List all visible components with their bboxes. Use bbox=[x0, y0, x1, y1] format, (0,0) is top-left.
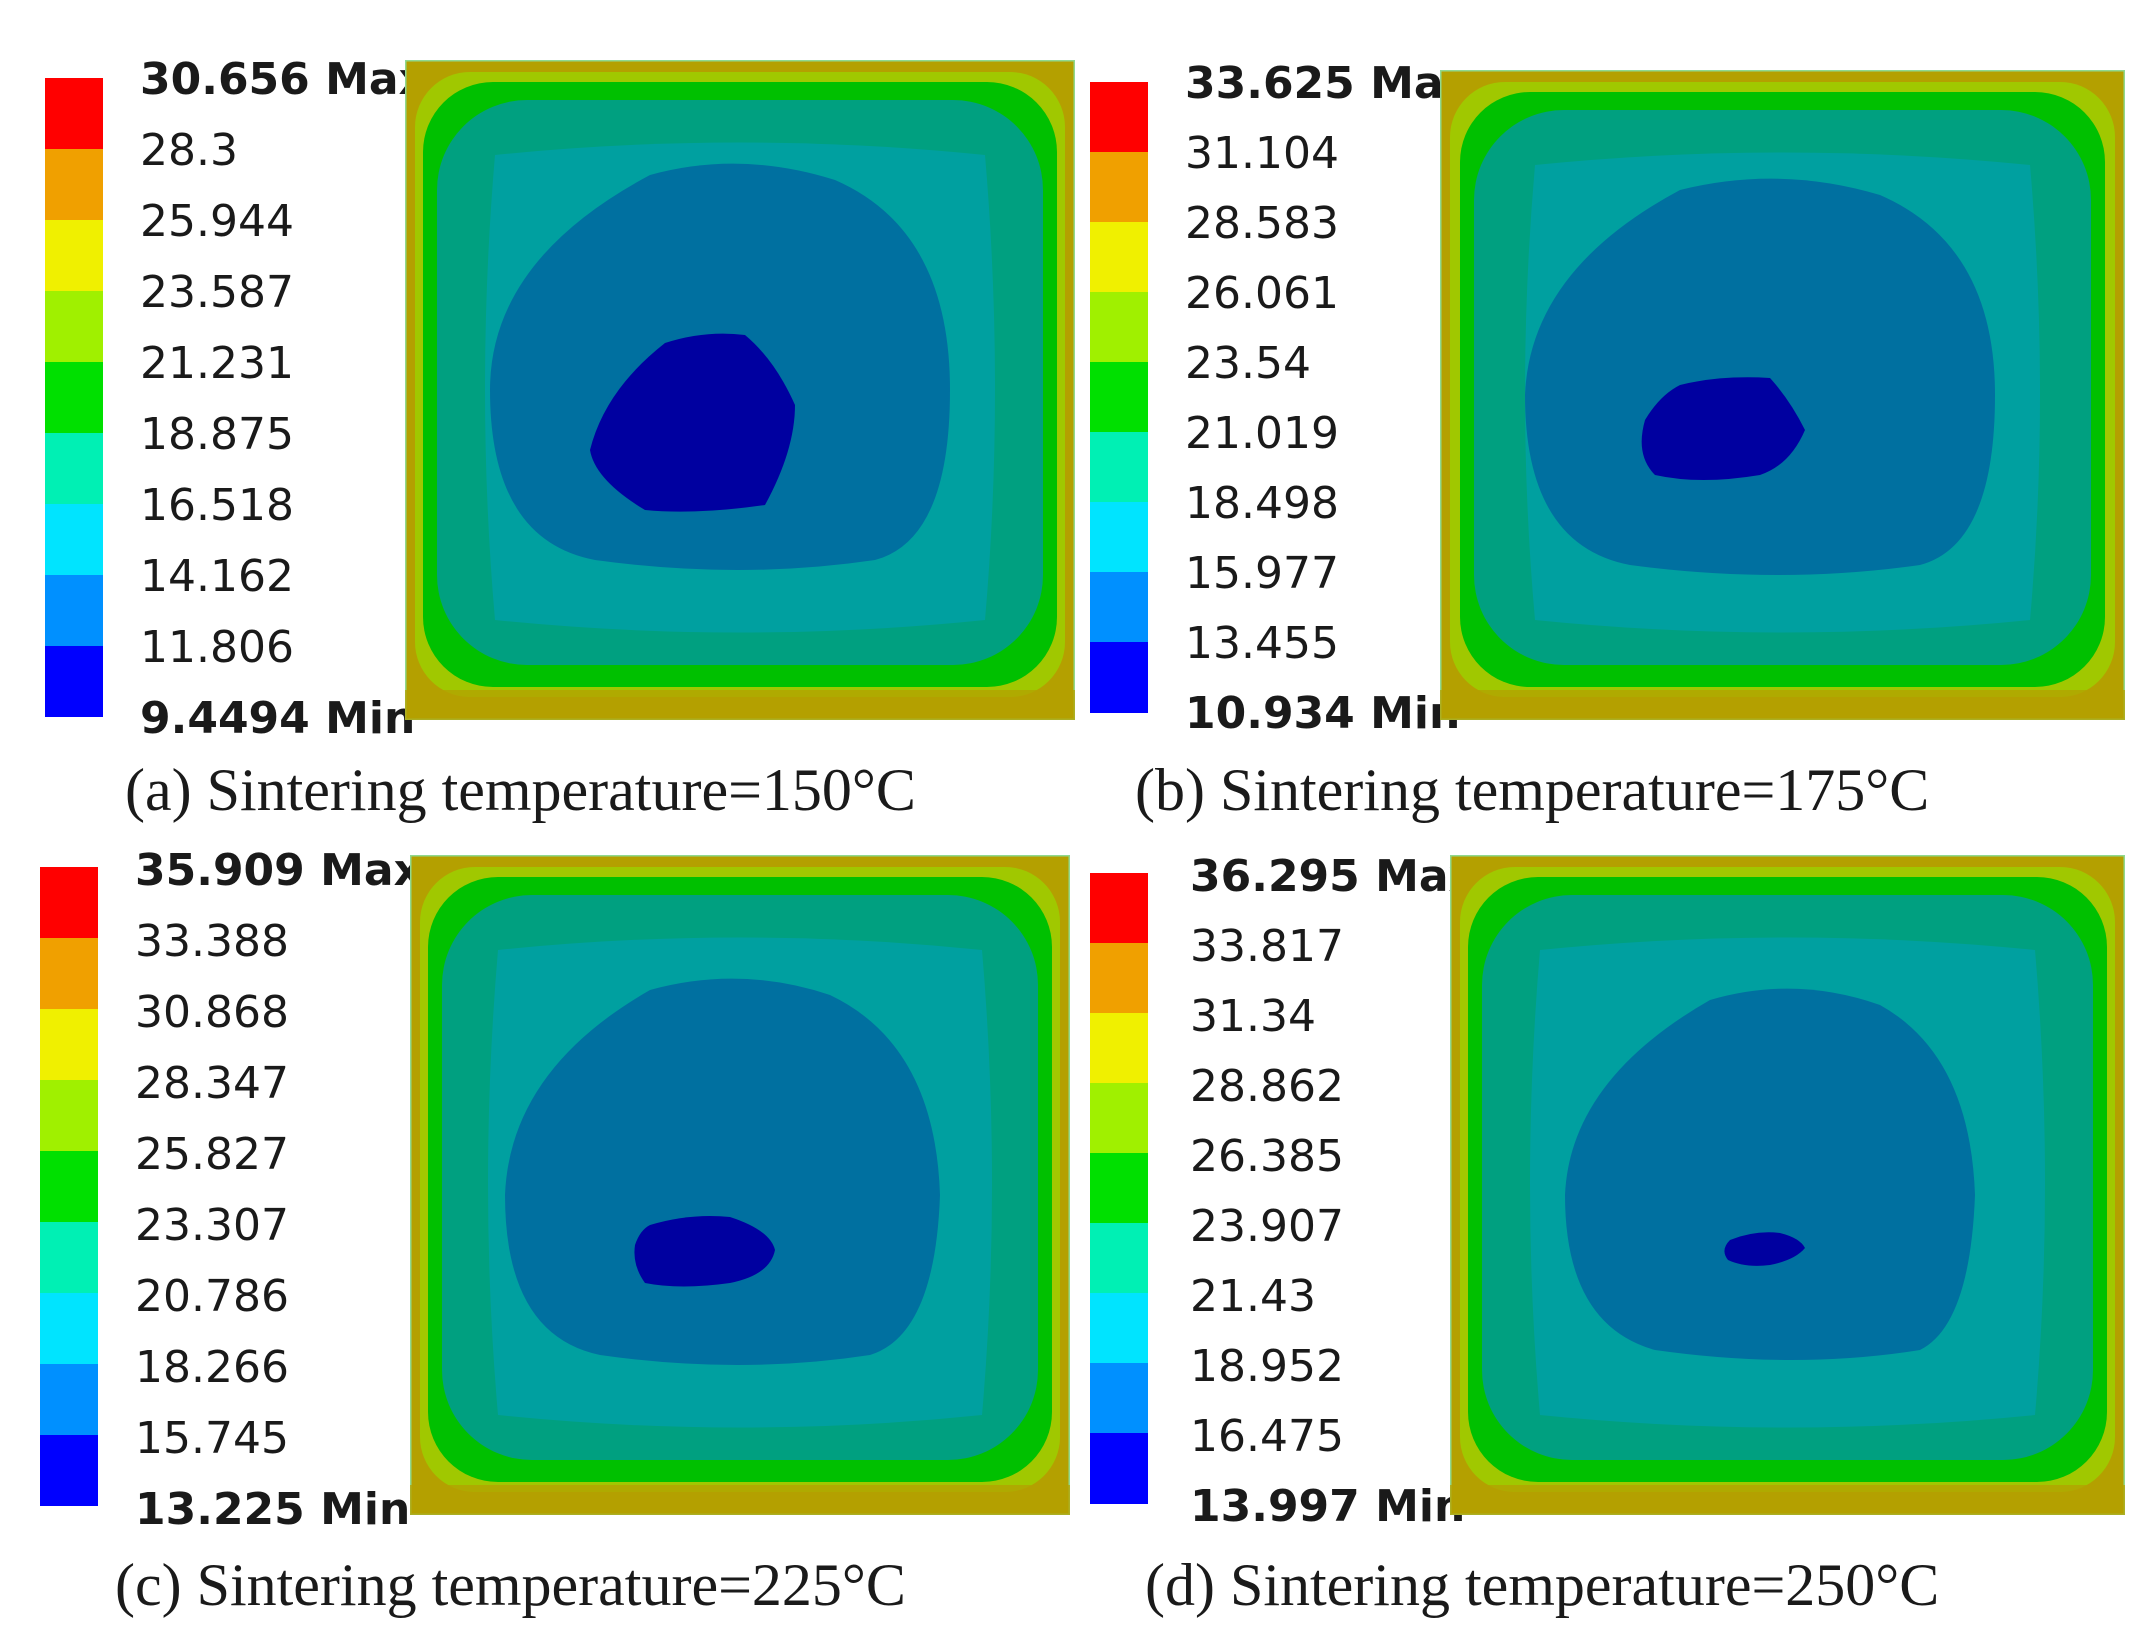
legend-level-label: 21.43 bbox=[1190, 1271, 1316, 1322]
legend-level-label: 14.162 bbox=[140, 551, 294, 602]
legend-level-label: 28.583 bbox=[1185, 198, 1339, 249]
legend-level-label: 15.745 bbox=[135, 1413, 289, 1464]
contour-plot bbox=[1450, 855, 2125, 1515]
legend-swatch bbox=[1090, 152, 1148, 223]
legend-swatch bbox=[45, 149, 103, 220]
legend-swatch bbox=[1090, 873, 1148, 944]
legend-level-label: 16.475 bbox=[1190, 1411, 1344, 1462]
legend-max-label: 36.295 Max bbox=[1190, 851, 1477, 902]
panel-caption: (c) Sintering temperature=225°C bbox=[115, 1552, 906, 1618]
legend-level-label: 18.875 bbox=[140, 409, 294, 460]
panel-a: 30.656 Max 28.3 25.944 23.587 21.231 18.… bbox=[45, 54, 1095, 823]
legend-level-label: 28.3 bbox=[140, 125, 238, 176]
legend-swatch bbox=[40, 1151, 98, 1222]
contour-band bbox=[1525, 178, 1995, 575]
panel-d: 36.295 Max 33.817 31.34 28.862 26.385 23… bbox=[1090, 855, 2140, 1615]
panel-c: 35.909 Max 33.388 30.868 28.347 25.827 2… bbox=[40, 849, 1090, 1618]
legend-swatch bbox=[40, 1080, 98, 1151]
legend-swatch bbox=[1090, 1433, 1148, 1504]
legend-level-label: 23.907 bbox=[1190, 1201, 1344, 1252]
legend-swatch bbox=[1090, 943, 1148, 1014]
legend-level-label: 25.944 bbox=[140, 196, 294, 247]
legend-swatch bbox=[40, 1009, 98, 1080]
contour-band bbox=[1565, 988, 1975, 1360]
legend-level-label: 23.587 bbox=[140, 267, 294, 318]
legend-swatch bbox=[1090, 432, 1148, 503]
legend-swatch bbox=[45, 291, 103, 362]
legend-swatch bbox=[40, 1435, 98, 1506]
contour-edge bbox=[405, 690, 1075, 720]
legend-swatch bbox=[1090, 1083, 1148, 1154]
legend-swatch bbox=[45, 575, 103, 646]
legend-swatch bbox=[1090, 642, 1148, 713]
legend-level-label: 11.806 bbox=[140, 622, 294, 673]
legend-level-label: 18.952 bbox=[1190, 1341, 1344, 1392]
legend-swatch bbox=[45, 646, 103, 717]
legend-swatch bbox=[45, 433, 103, 504]
legend-level-label: 26.061 bbox=[1185, 268, 1339, 319]
legend-level-label: 26.385 bbox=[1190, 1131, 1344, 1182]
legend-level-label: 31.104 bbox=[1185, 128, 1339, 179]
legend-level-label: 23.307 bbox=[135, 1200, 289, 1251]
legend-max-label: 30.656 Max bbox=[140, 54, 427, 105]
contour-core bbox=[590, 333, 795, 512]
legend-swatch bbox=[40, 867, 98, 938]
legend-level-label: 21.231 bbox=[140, 338, 294, 389]
legend-level-label: 33.388 bbox=[135, 916, 289, 967]
legend-level-label: 30.868 bbox=[135, 987, 289, 1038]
contour-core bbox=[634, 1216, 775, 1287]
legend-swatch bbox=[1090, 1223, 1148, 1294]
contour-plot bbox=[410, 855, 1070, 1515]
legend-level-label: 15.977 bbox=[1185, 548, 1339, 599]
legend-swatch bbox=[40, 1222, 98, 1293]
contour-plot bbox=[405, 60, 1075, 720]
legend-level-label: 18.498 bbox=[1185, 478, 1339, 529]
legend-min-label: 13.997 Min bbox=[1190, 1481, 1466, 1532]
legend-level-label: 31.34 bbox=[1190, 991, 1316, 1042]
contour-edge bbox=[1440, 690, 2125, 720]
contour-edge bbox=[410, 1485, 1070, 1515]
legend-swatch bbox=[1090, 502, 1148, 573]
legend-swatch bbox=[1090, 82, 1148, 153]
legend-level-label: 20.786 bbox=[135, 1271, 289, 1322]
panel-caption: (b) Sintering temperature=175°C bbox=[1135, 757, 1930, 823]
legend-level-label: 16.518 bbox=[140, 480, 294, 531]
legend-max-label: 35.909 Max bbox=[135, 845, 422, 896]
legend-swatch bbox=[40, 1364, 98, 1435]
legend-min-label: 10.934 Min bbox=[1185, 688, 1461, 739]
legend-swatch bbox=[40, 938, 98, 1009]
legend-level-label: 18.266 bbox=[135, 1342, 289, 1393]
legend-level-label: 13.455 bbox=[1185, 618, 1339, 669]
legend-level-label: 28.347 bbox=[135, 1058, 289, 1109]
contour-edge bbox=[1450, 1485, 2125, 1515]
legend-swatch bbox=[1090, 362, 1148, 433]
legend-level-label: 28.862 bbox=[1190, 1061, 1344, 1112]
legend-swatch bbox=[1090, 1293, 1148, 1364]
legend-level-label: 23.54 bbox=[1185, 338, 1311, 389]
legend-swatch bbox=[1090, 572, 1148, 643]
legend-max-label: 33.625 Max bbox=[1185, 58, 1472, 109]
panel-caption: (d) Sintering temperature=250°C bbox=[1145, 1552, 1940, 1618]
contour-band bbox=[505, 978, 940, 1365]
legend-level-label: 33.817 bbox=[1190, 921, 1344, 972]
contour-core bbox=[1724, 1232, 1805, 1266]
legend-level-label: 25.827 bbox=[135, 1129, 289, 1180]
legend-swatch bbox=[1090, 1363, 1148, 1434]
legend-swatch bbox=[45, 362, 103, 433]
legend-swatch bbox=[45, 504, 103, 575]
legend-swatch bbox=[45, 78, 103, 149]
legend-swatch bbox=[45, 220, 103, 291]
panel-caption: (a) Sintering temperature=150°C bbox=[125, 757, 916, 823]
legend-swatch bbox=[1090, 1153, 1148, 1224]
legend-swatch bbox=[1090, 1013, 1148, 1084]
panel-b: 33.625 Max 31.104 28.583 26.061 23.54 21… bbox=[1090, 60, 2140, 820]
legend-min-label: 13.225 Min bbox=[135, 1484, 411, 1535]
legend-swatch bbox=[1090, 292, 1148, 363]
legend-level-label: 21.019 bbox=[1185, 408, 1339, 459]
contour-plot bbox=[1440, 70, 2125, 720]
legend-swatch bbox=[1090, 222, 1148, 293]
legend-swatch bbox=[40, 1293, 98, 1364]
contour-core bbox=[1641, 377, 1805, 480]
legend-min-label: 9.4494 Min bbox=[140, 693, 416, 744]
